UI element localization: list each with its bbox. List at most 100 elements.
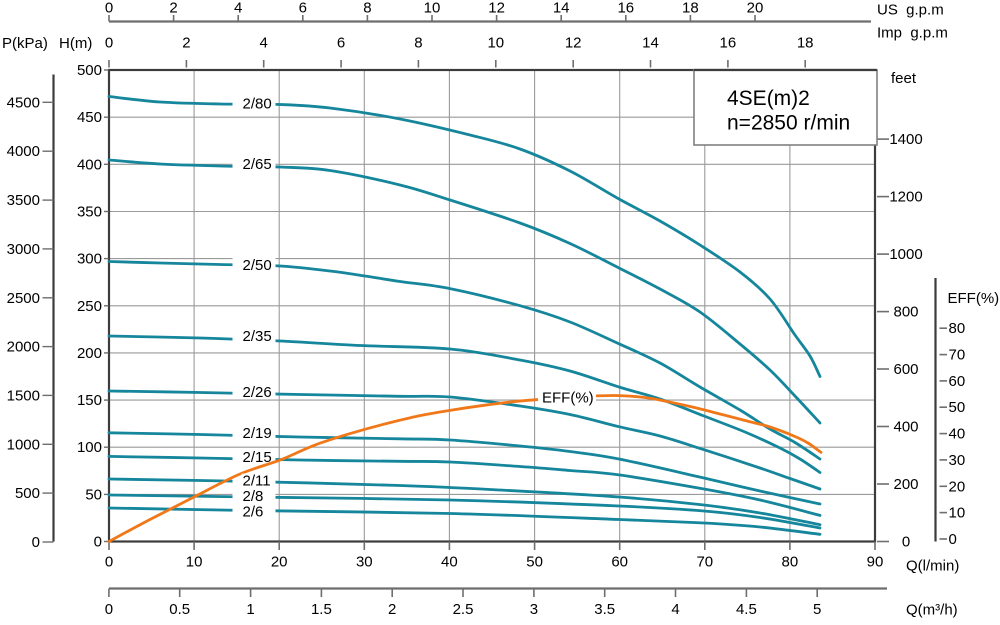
svg-text:16: 16 (720, 35, 737, 52)
svg-text:8: 8 (363, 0, 371, 17)
svg-text:10: 10 (949, 505, 966, 522)
svg-text:2/11: 2/11 (243, 472, 271, 489)
svg-text:200: 200 (77, 345, 102, 362)
svg-text:3: 3 (530, 601, 538, 618)
svg-text:Q(l/min): Q(l/min) (906, 558, 959, 575)
svg-text:12: 12 (488, 0, 505, 17)
svg-text:2/8: 2/8 (243, 488, 264, 505)
svg-text:2/15: 2/15 (243, 449, 272, 466)
svg-text:6: 6 (299, 0, 307, 17)
svg-text:H(m): H(m) (59, 35, 92, 52)
svg-text:4.5: 4.5 (736, 601, 757, 618)
svg-text:70: 70 (949, 347, 966, 364)
svg-text:2: 2 (388, 601, 396, 618)
svg-text:3.5: 3.5 (594, 601, 615, 618)
svg-text:10: 10 (186, 554, 203, 571)
svg-text:1.5: 1.5 (311, 601, 332, 618)
svg-text:2/80: 2/80 (243, 96, 272, 113)
svg-text:EFF(%): EFF(%) (542, 390, 594, 407)
svg-text:40: 40 (441, 554, 458, 571)
svg-text:1000: 1000 (7, 436, 40, 453)
svg-text:0: 0 (105, 0, 113, 17)
svg-text:6: 6 (337, 35, 345, 52)
svg-text:2/26: 2/26 (243, 384, 272, 401)
svg-text:14: 14 (642, 35, 659, 52)
svg-text:30: 30 (949, 452, 966, 469)
svg-text:150: 150 (77, 392, 102, 409)
svg-text:800: 800 (893, 304, 918, 321)
svg-text:EFF(%): EFF(%) (948, 290, 1000, 307)
svg-text:n=2850 r/min: n=2850 r/min (727, 112, 850, 135)
svg-text:90: 90 (867, 554, 884, 571)
svg-text:60: 60 (611, 554, 628, 571)
svg-text:2500: 2500 (7, 290, 40, 307)
svg-text:40: 40 (949, 426, 966, 443)
svg-text:20: 20 (271, 554, 288, 571)
svg-text:0: 0 (94, 534, 102, 551)
svg-text:500: 500 (15, 485, 40, 502)
svg-text:8: 8 (414, 35, 422, 52)
svg-text:Imp g.p.m: Imp g.p.m (877, 25, 948, 42)
svg-text:50: 50 (949, 399, 966, 416)
svg-text:350: 350 (77, 204, 102, 221)
svg-text:0: 0 (902, 534, 910, 551)
svg-text:10: 10 (424, 0, 441, 17)
svg-text:50: 50 (85, 486, 102, 503)
svg-text:70: 70 (696, 554, 713, 571)
svg-text:US g.p.m: US g.p.m (877, 2, 944, 19)
svg-text:0: 0 (32, 534, 40, 551)
svg-text:1: 1 (246, 601, 254, 618)
svg-text:4: 4 (260, 35, 268, 52)
svg-text:2.5: 2.5 (453, 601, 474, 618)
svg-text:0: 0 (105, 601, 113, 618)
svg-text:30: 30 (356, 554, 373, 571)
svg-text:400: 400 (893, 419, 918, 436)
svg-text:16: 16 (617, 0, 634, 17)
svg-text:2: 2 (182, 35, 190, 52)
svg-text:20: 20 (747, 0, 764, 17)
svg-text:2000: 2000 (7, 339, 40, 356)
svg-text:100: 100 (77, 439, 102, 456)
svg-text:14: 14 (553, 0, 570, 17)
svg-text:4000: 4000 (7, 143, 40, 160)
svg-text:feet: feet (891, 70, 917, 87)
svg-text:2/19: 2/19 (243, 425, 272, 442)
svg-text:450: 450 (77, 109, 102, 126)
svg-text:0.5: 0.5 (169, 601, 190, 618)
svg-text:2/6: 2/6 (243, 503, 264, 520)
svg-text:1500: 1500 (7, 387, 40, 404)
svg-text:80: 80 (782, 554, 799, 571)
svg-text:18: 18 (797, 35, 814, 52)
svg-text:3500: 3500 (7, 192, 40, 209)
svg-text:1400: 1400 (889, 131, 922, 148)
svg-text:4SE(m)2: 4SE(m)2 (727, 87, 810, 110)
svg-text:500: 500 (77, 62, 102, 79)
svg-text:0: 0 (105, 35, 113, 52)
svg-text:1000: 1000 (889, 246, 922, 263)
svg-text:400: 400 (77, 156, 102, 173)
svg-text:600: 600 (893, 361, 918, 378)
svg-text:4: 4 (234, 0, 242, 17)
svg-text:Q(m³/h): Q(m³/h) (906, 602, 958, 619)
svg-text:250: 250 (77, 298, 102, 315)
svg-text:12: 12 (565, 35, 582, 52)
svg-text:10: 10 (487, 35, 504, 52)
svg-text:2/65: 2/65 (243, 156, 272, 173)
svg-text:300: 300 (77, 251, 102, 268)
svg-text:2/50: 2/50 (243, 257, 272, 274)
svg-text:2/35: 2/35 (243, 328, 272, 345)
svg-text:4: 4 (671, 601, 679, 618)
svg-text:2: 2 (169, 0, 177, 17)
svg-text:4500: 4500 (7, 94, 40, 111)
svg-text:200: 200 (893, 476, 918, 493)
svg-text:18: 18 (682, 0, 699, 17)
svg-text:0: 0 (949, 531, 957, 548)
svg-text:1200: 1200 (889, 189, 922, 206)
svg-text:0: 0 (105, 554, 113, 571)
svg-text:P(kPa): P(kPa) (2, 35, 48, 52)
svg-text:5: 5 (813, 601, 821, 618)
svg-text:50: 50 (526, 554, 543, 571)
svg-text:3000: 3000 (7, 241, 40, 258)
svg-text:60: 60 (949, 373, 966, 390)
svg-text:20: 20 (949, 478, 966, 495)
